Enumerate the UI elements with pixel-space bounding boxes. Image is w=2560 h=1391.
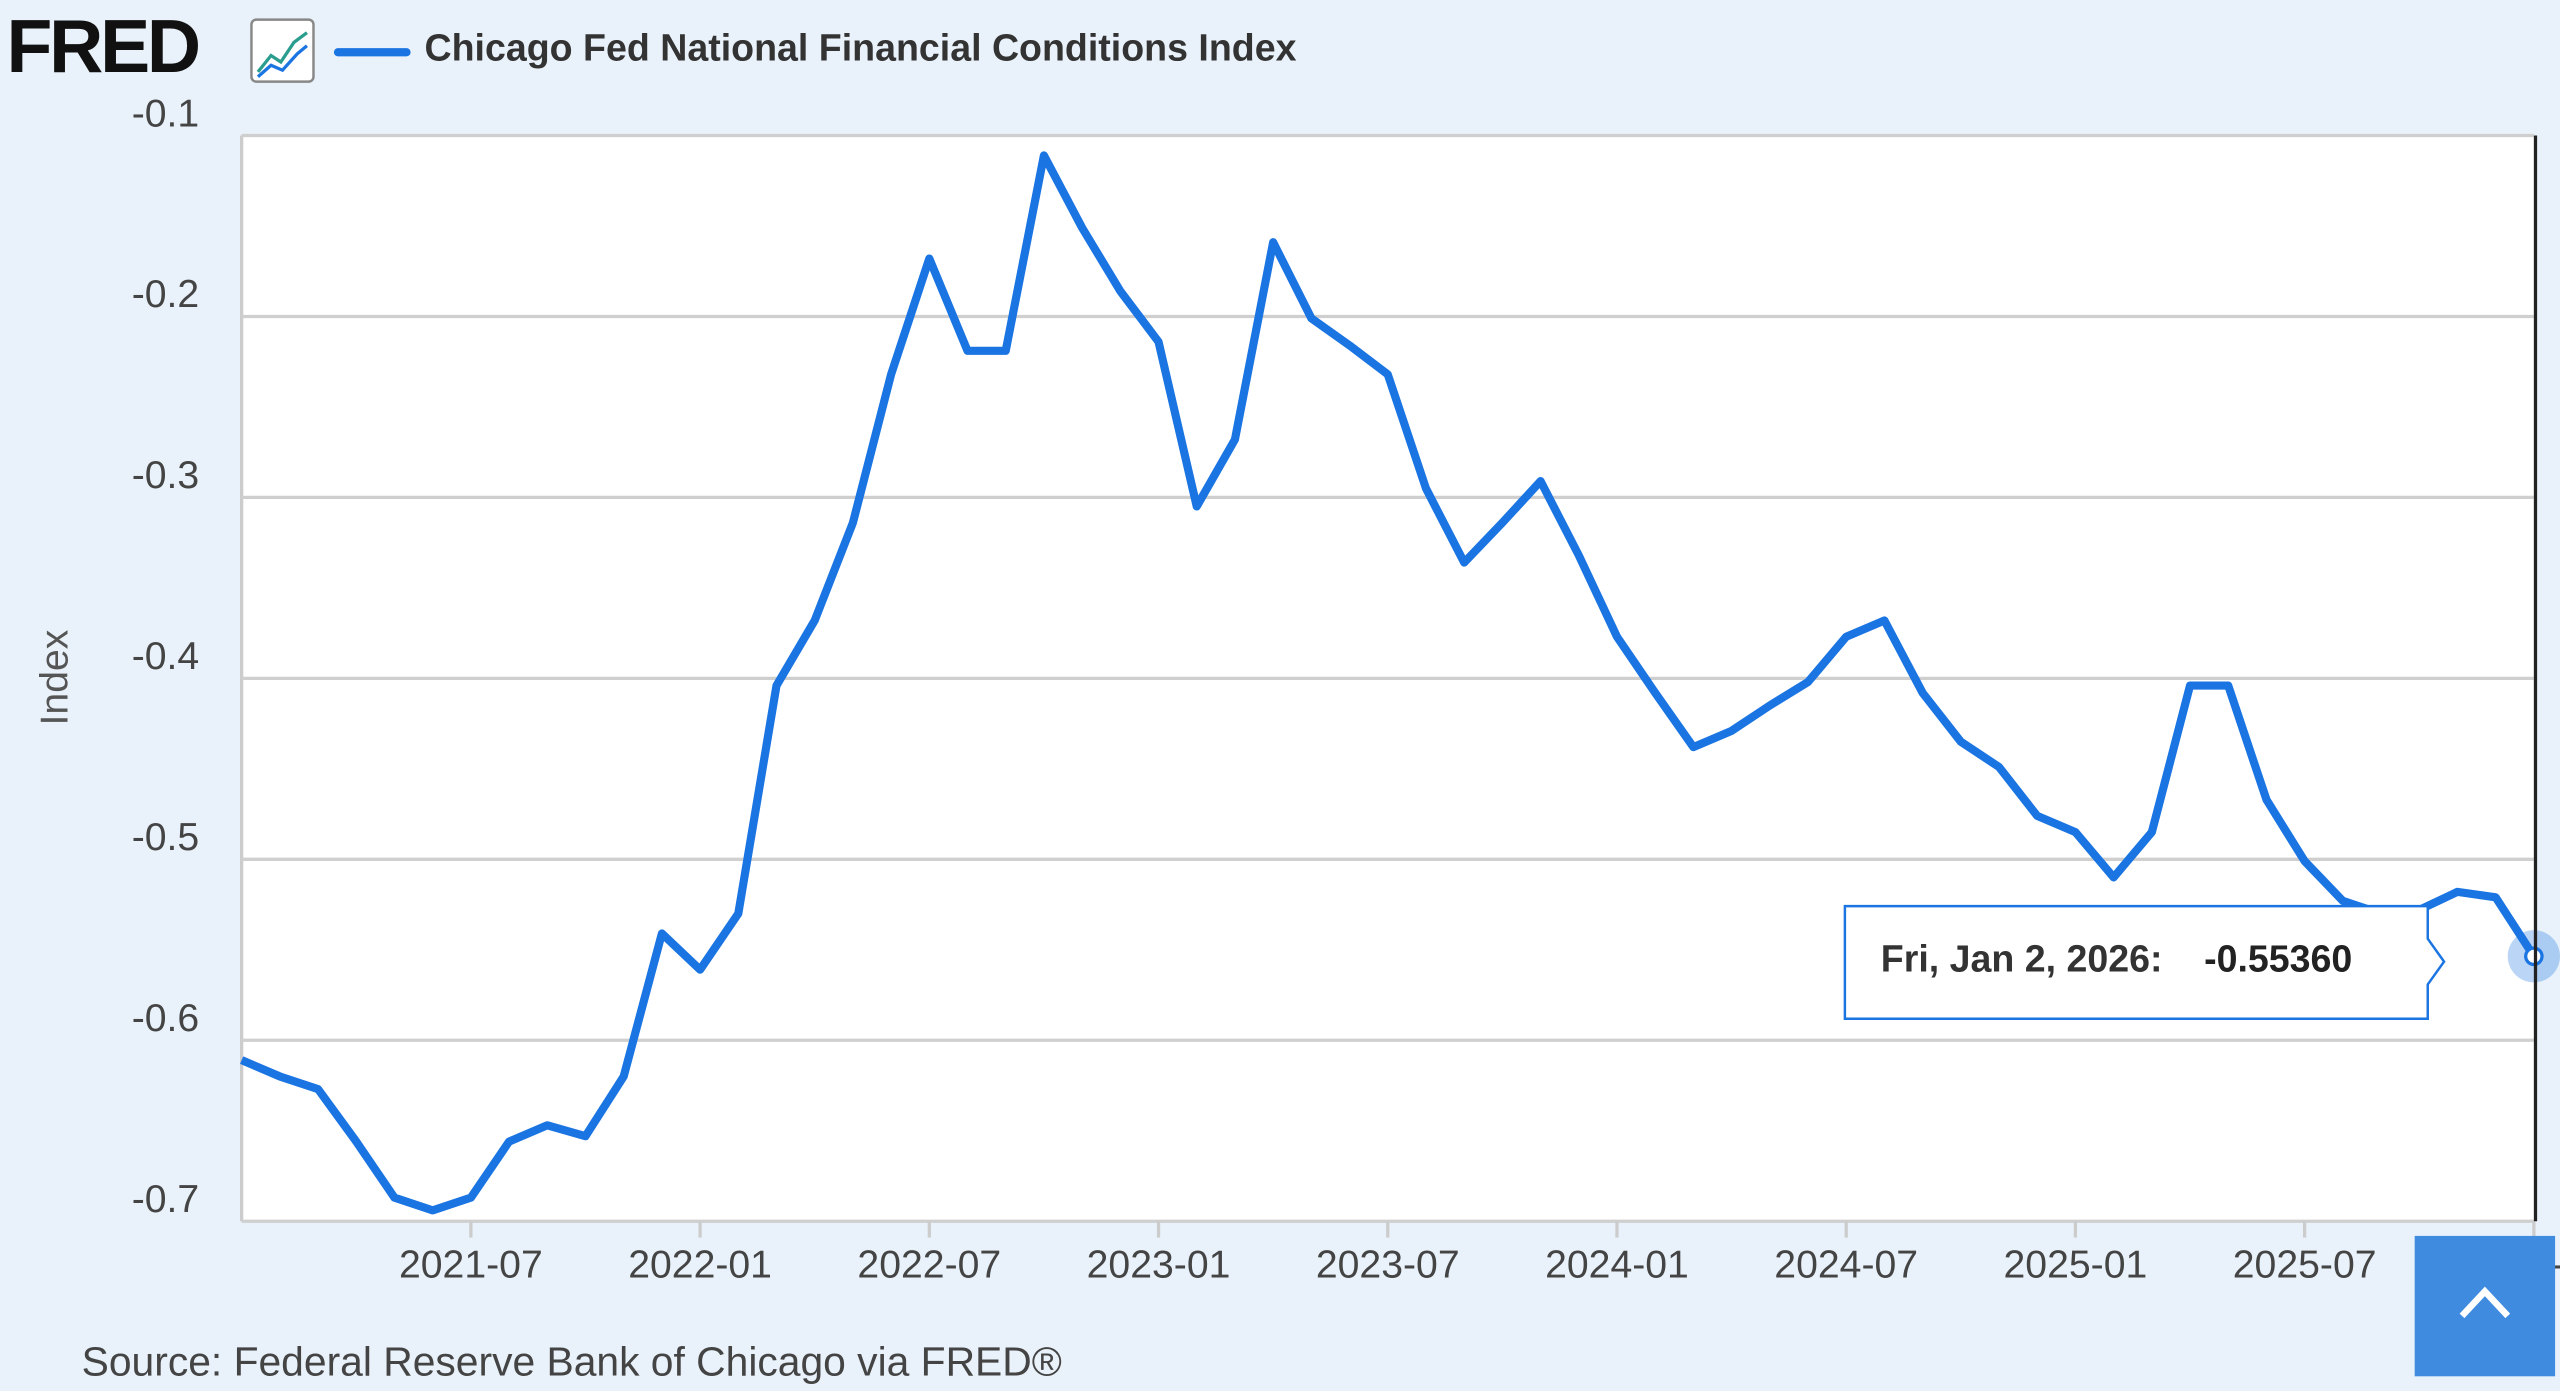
graph-icon-line	[256, 44, 308, 78]
tooltip-box	[1843, 904, 2446, 1020]
y-tick-label: -0.5	[132, 816, 200, 859]
tooltip: Fri, Jan 2, 2026: -0.55360	[1843, 904, 2446, 1020]
y-tick-label: -0.4	[132, 635, 200, 678]
series-line	[240, 151, 2538, 1215]
tooltip-value: -0.55360	[2204, 938, 2352, 980]
graph-icon[interactable]	[250, 18, 315, 83]
y-axis-label: Index	[34, 629, 77, 725]
tooltip-date: Fri, Jan 2, 2026:	[1881, 938, 2163, 980]
x-tick-label: 2022-07	[857, 1243, 1001, 1286]
x-tick-label: 2023-01	[1087, 1243, 1231, 1286]
y-tick-label: -0.7	[132, 1178, 200, 1221]
x-tick-label: 2025-07	[2233, 1243, 2377, 1286]
x-tick-label: 2021-07	[399, 1243, 543, 1286]
source: Source: Federal Reserve Bank of Chicago …	[82, 1339, 1062, 1385]
x-tick-label: 2022-01	[628, 1243, 772, 1286]
y-tick-label: -0.1	[132, 92, 200, 135]
y-tick-label: -0.6	[132, 997, 200, 1040]
x-tick-label: 2024-01	[1545, 1243, 1689, 1286]
x-tick-label: 2023-07	[1316, 1243, 1460, 1286]
y-tick-label: -0.3	[132, 454, 200, 497]
graph-icon-line	[256, 31, 308, 73]
scroll-top-button[interactable]	[2414, 1235, 2556, 1377]
scroll-top-arrow	[2459, 1286, 2511, 1319]
x-tick-label: 2024-07	[1774, 1243, 1918, 1286]
logo: FRED	[7, 4, 199, 88]
legend-label: Chicago Fed National Financial Condition…	[425, 27, 1297, 69]
y-tick-label: -0.2	[132, 273, 200, 316]
x-tick-label: 2025-01	[2004, 1243, 2148, 1286]
